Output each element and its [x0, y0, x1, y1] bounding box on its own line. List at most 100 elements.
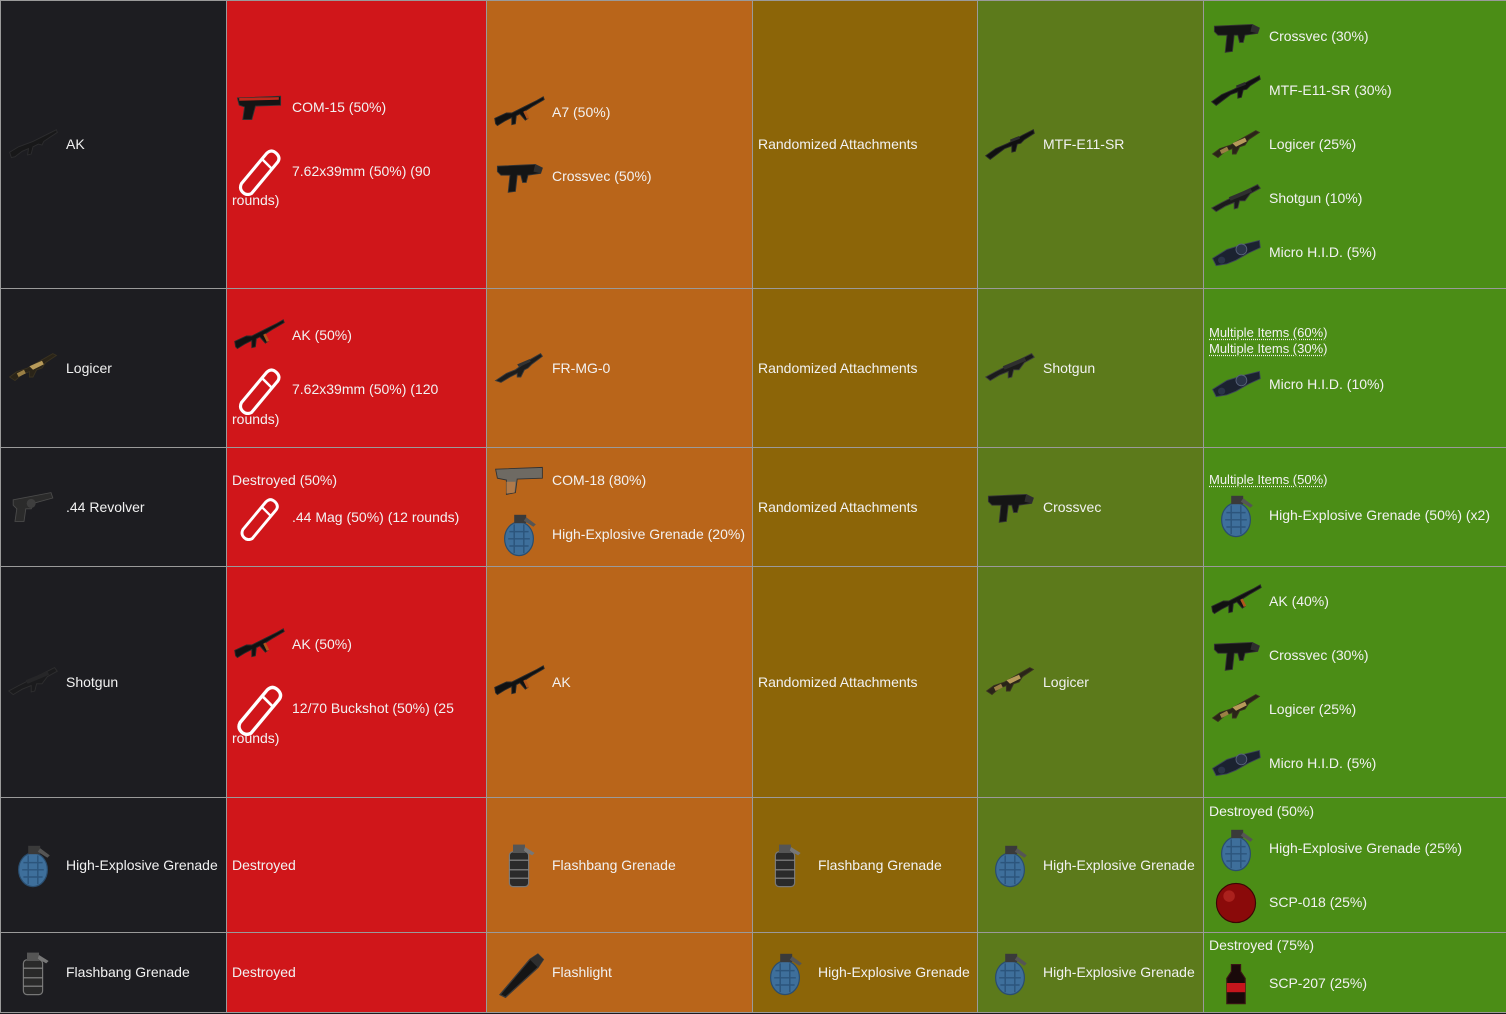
- destroyed-label: Destroyed: [232, 964, 296, 980]
- ammo-label-cont: rounds): [232, 192, 481, 209]
- ammo-label: .44 Mag (50%) (12 rounds): [292, 509, 459, 526]
- smg-icon: [1209, 10, 1263, 64]
- output-label: Logicer (25%): [1269, 701, 1356, 718]
- output-label: High-Explosive Grenade: [1043, 964, 1195, 981]
- micro-hid-icon: [1209, 357, 1263, 411]
- ammo-label-cont: rounds): [232, 730, 481, 747]
- output-label: High-Explosive Grenade: [1043, 857, 1195, 874]
- flashbang-icon: [492, 838, 546, 892]
- table-row: Flashbang Grenade Destroyed Flashlight H…: [1, 933, 1506, 1013]
- shotgun-icon: [983, 341, 1037, 395]
- output-label: A7 (50%): [552, 104, 610, 121]
- one-to-one-cell: Randomized Attachments: [753, 567, 978, 798]
- input-label: .44 Revolver: [66, 499, 145, 516]
- ak-rifle-icon: [492, 655, 546, 709]
- output-label: SCP-207 (25%): [1269, 975, 1367, 992]
- one-to-one-cell: Flashbang Grenade: [753, 798, 978, 933]
- pistol-icon: [232, 80, 286, 134]
- destroyed-note: Destroyed (75%): [1209, 937, 1501, 954]
- coarse-cell: Flashlight: [487, 933, 753, 1013]
- output-label: FR-MG-0: [552, 360, 610, 377]
- input-cell: .44 Revolver: [1, 448, 227, 567]
- rough-cell: Destroyed: [227, 933, 487, 1013]
- output-label: MTF-E11-SR: [1043, 136, 1124, 153]
- input-label: Flashbang Grenade: [66, 964, 190, 981]
- smg-icon: [1209, 628, 1263, 682]
- fine-cell: Shotgun: [978, 289, 1204, 448]
- grenade-icon: [6, 838, 60, 892]
- input-cell: Flashbang Grenade: [1, 933, 227, 1013]
- very-fine-cell: Crossvec (30%) MTF-E11-SR (30%) Logicer …: [1204, 1, 1506, 289]
- shotgun-icon: [6, 655, 60, 709]
- output-label: Micro H.I.D. (5%): [1269, 755, 1376, 772]
- output-label: Crossvec (50%): [552, 168, 652, 185]
- ak-rifle-icon: [1209, 574, 1263, 628]
- ak-rifle-icon: [6, 118, 60, 172]
- output-label: Crossvec (30%): [1269, 647, 1369, 664]
- grenade-icon: [1209, 488, 1263, 542]
- output-label: Randomized Attachments: [758, 499, 918, 515]
- destroyed-note: Destroyed (50%): [1209, 803, 1501, 820]
- ammo-label: 7.62x39mm (50%) (120: [292, 381, 438, 398]
- output-label: Flashbang Grenade: [818, 857, 942, 874]
- output-label: SCP-018 (25%): [1269, 894, 1367, 911]
- rough-cell: COM-15 (50%) 7.62x39mm (50%) (90 rounds): [227, 1, 487, 289]
- coarse-cell: FR-MG-0: [487, 289, 753, 448]
- rough-cell: Destroyed (50%) .44 Mag (50%) (12 rounds…: [227, 448, 487, 567]
- one-to-one-cell: Randomized Attachments: [753, 1, 978, 289]
- input-cell: Logicer: [1, 289, 227, 448]
- ak-rifle-icon: [492, 86, 546, 140]
- output-label: AK (50%): [292, 636, 352, 653]
- revolver-icon: [6, 480, 60, 534]
- very-fine-cell: Multiple Items (60%) Multiple Items (30%…: [1204, 289, 1506, 448]
- very-fine-cell: Destroyed (50%) High-Explosive Grenade (…: [1204, 798, 1506, 933]
- destroyed-note: Destroyed (50%): [232, 472, 481, 489]
- fine-cell: MTF-E11-SR: [978, 1, 1204, 289]
- input-label: Shotgun: [66, 674, 118, 691]
- input-cell: High-Explosive Grenade: [1, 798, 227, 933]
- output-label: Flashbang Grenade: [552, 857, 676, 874]
- frmg-icon: [492, 341, 546, 395]
- input-label: High-Explosive Grenade: [66, 857, 218, 874]
- grenade-icon: [492, 507, 546, 561]
- grenade-icon: [758, 946, 812, 1000]
- multiple-items-link[interactable]: Multiple Items (60%): [1209, 325, 1501, 341]
- output-label: COM-18 (80%): [552, 472, 646, 489]
- output-label: High-Explosive Grenade (25%): [1269, 840, 1462, 857]
- output-label: Randomized Attachments: [758, 674, 918, 690]
- ammo-icon: [232, 491, 286, 545]
- very-fine-cell: Multiple Items (50%) High-Explosive Gren…: [1204, 448, 1506, 567]
- very-fine-cell: AK (40%) Crossvec (30%) Logicer (25%) Mi…: [1204, 567, 1506, 798]
- grenade-icon: [983, 838, 1037, 892]
- fine-cell: Logicer: [978, 567, 1204, 798]
- coarse-cell: Flashbang Grenade: [487, 798, 753, 933]
- micro-hid-icon: [1209, 226, 1263, 280]
- multiple-items-link[interactable]: Multiple Items (50%): [1209, 472, 1501, 488]
- coarse-cell: AK: [487, 567, 753, 798]
- shotgun-icon: [1209, 172, 1263, 226]
- one-to-one-cell: Randomized Attachments: [753, 448, 978, 567]
- logicer-icon: [6, 341, 60, 395]
- output-label: Shotgun: [1043, 360, 1095, 377]
- flashlight-icon: [492, 946, 546, 1000]
- smg-icon: [983, 480, 1037, 534]
- output-label: MTF-E11-SR (30%): [1269, 82, 1392, 99]
- fine-cell: High-Explosive Grenade: [978, 933, 1204, 1013]
- table-row: .44 Revolver Destroyed (50%) .44 Mag (50…: [1, 448, 1506, 567]
- ak-rifle-icon: [232, 618, 286, 672]
- output-label: Micro H.I.D. (10%): [1269, 376, 1384, 393]
- output-label: Logicer (25%): [1269, 136, 1356, 153]
- fine-cell: Crossvec: [978, 448, 1204, 567]
- scp-207-icon: [1209, 956, 1263, 1010]
- input-cell: Shotgun: [1, 567, 227, 798]
- multiple-items-link[interactable]: Multiple Items (30%): [1209, 341, 1501, 357]
- logicer-icon: [1209, 118, 1263, 172]
- output-label: High-Explosive Grenade: [818, 964, 970, 981]
- table-row: Logicer AK (50%) 7.62x39mm (50%) (120 ro…: [1, 289, 1506, 448]
- ammo-label: 7.62x39mm (50%) (90: [292, 163, 431, 180]
- table-row: AK COM-15 (50%) 7.62x39mm (50%) (90 roun…: [1, 1, 1506, 289]
- pistol-icon: [492, 453, 546, 507]
- smg-icon: [492, 150, 546, 204]
- ammo-icon: [232, 682, 286, 736]
- ammo-icon: [232, 363, 286, 417]
